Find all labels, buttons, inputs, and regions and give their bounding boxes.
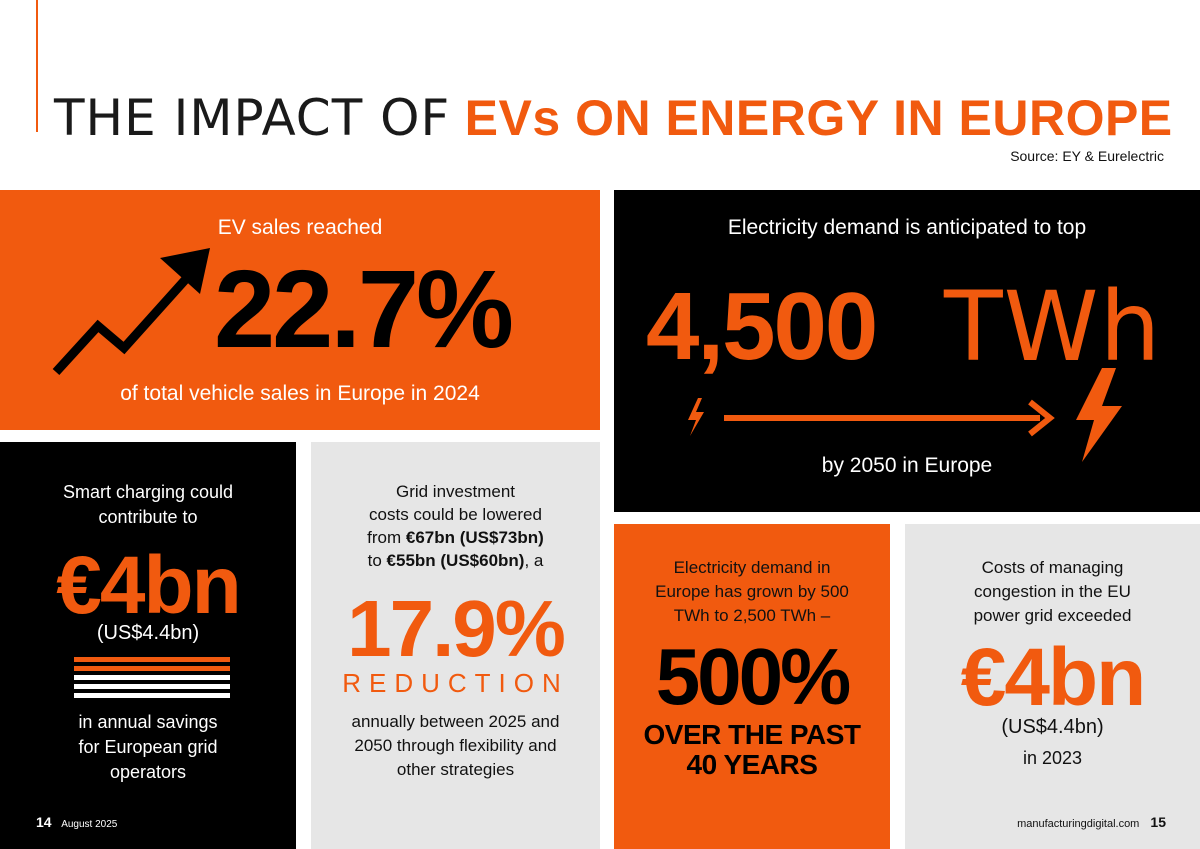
grid-investment-footer: annually between 2025 and 2050 through f… <box>351 712 560 779</box>
congestion-value: €4bn <box>960 632 1146 723</box>
electricity-demand-panel: Electricity demand is anticipated to top… <box>614 190 1200 512</box>
stripes-graphic <box>74 657 230 702</box>
lightning-arrow-icon <box>688 368 1122 462</box>
smart-charging-panel: Smart charging could contribute to €4bn … <box>0 442 296 849</box>
left-page-number: 14 <box>36 814 52 830</box>
grid-investment-panel: Grid investment costs could be lowered f… <box>311 442 600 849</box>
demand-growth-value: 500% <box>655 632 852 721</box>
issue-date: August 2025 <box>61 819 118 830</box>
title-light: THE IMPACT OF <box>54 89 451 147</box>
site-link[interactable]: manufacturingdigital.com <box>1017 818 1140 830</box>
demand-growth-panel: Electricity demand in Europe has grown b… <box>614 524 890 849</box>
demand-value: 4,500 <box>646 273 878 380</box>
right-page-number: 15 <box>1150 814 1166 830</box>
demand-heading: Electricity demand is anticipated to top <box>727 216 1087 239</box>
demand-growth-period: OVER THE PAST 40 YEARS <box>643 719 861 780</box>
congestion-panel: Costs of managing congestion in the EU p… <box>905 524 1200 849</box>
ev-sales-heading: EV sales reached <box>217 216 383 239</box>
demand-growth-heading: Electricity demand in Europe has grown b… <box>655 558 849 625</box>
title-bold: EVs ON ENERGY IN EUROPE <box>464 90 1173 146</box>
grid-investment-value: 17.9% <box>347 584 566 673</box>
grid-investment-heading: Grid investment costs could be lowered f… <box>367 482 544 570</box>
source-note: Source: EY & Eurelectric <box>1010 148 1164 164</box>
page-title: THE IMPACT OF EVs ON ENERGY IN EUROPE <box>54 88 1173 148</box>
footer-left: 14 August 2025 <box>36 814 117 830</box>
accent-line <box>36 0 38 132</box>
ev-sales-value: 22.7% <box>214 248 514 371</box>
demand-footer: by 2050 in Europe <box>821 454 993 477</box>
demand-unit: TWh <box>944 271 1162 383</box>
smart-charging-value: €4bn <box>56 540 241 631</box>
smart-charging-footer: in annual savings for European grid oper… <box>78 712 218 782</box>
ev-sales-footer: of total vehicle sales in Europe in 2024 <box>120 382 480 405</box>
smart-charging-sub: (US$4.4bn) <box>96 622 200 644</box>
congestion-heading: Costs of managing congestion in the EU p… <box>973 558 1132 625</box>
trend-up-arrow-icon <box>52 248 210 376</box>
reduction-label: REDUCTION <box>342 668 569 698</box>
congestion-sub: (US$4.4bn) <box>1001 716 1104 738</box>
smart-charging-heading: Smart charging could contribute to <box>62 482 234 527</box>
footer-right: manufacturingdigital.com 15 <box>1017 814 1166 830</box>
congestion-footer: in 2023 <box>1022 748 1083 768</box>
ev-sales-panel: EV sales reached 22.7% of total vehicle … <box>0 190 600 430</box>
